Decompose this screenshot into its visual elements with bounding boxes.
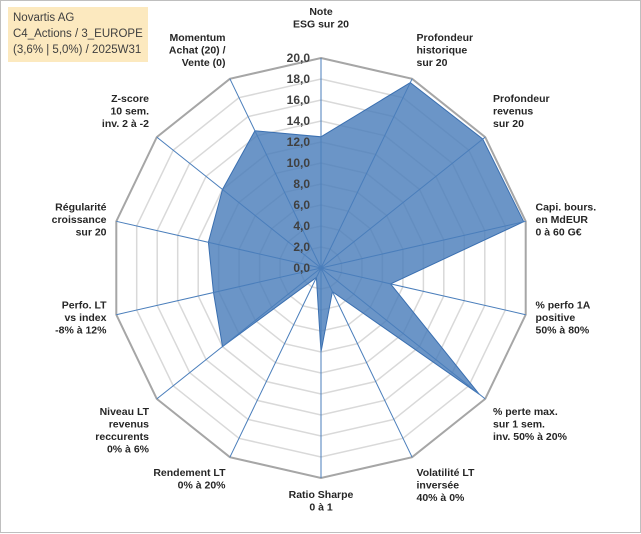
- axis-label-line: 10 sem.: [110, 105, 149, 117]
- axis-label-line: inv. 50% à 20%: [493, 431, 568, 443]
- axis-label-line: Volatilité LT: [417, 467, 476, 479]
- axis-label: Niveau LT revenus reccurents 0% à 6%: [95, 406, 149, 456]
- axis-label-line: Perfo. LT: [62, 300, 107, 312]
- axis-label-line: Niveau LT: [100, 406, 150, 418]
- axis-label-line: sur 20: [76, 227, 107, 239]
- axis-label-line: Z-score: [111, 93, 149, 105]
- tick-label: 6,0: [293, 198, 310, 212]
- info-period: (3,6% | 5,0%) / 2025W31: [13, 44, 142, 56]
- axis-label-line: Régularité: [55, 202, 107, 214]
- axis-label-line: inv. 2 à -2: [102, 118, 149, 130]
- tick-label: 8,0: [293, 177, 310, 191]
- axis-label-line: % perfo 1A: [536, 300, 591, 312]
- axis-label: Volatilité LT inversée 40% à 0%: [417, 467, 476, 504]
- axis-label-line: sur 20: [493, 118, 524, 130]
- axis-label-line: Achat (20) /: [169, 44, 226, 56]
- axis-label-line: ESG sur 20: [293, 19, 349, 31]
- axis-spoke: [320, 267, 526, 316]
- axis-label: Momentum Achat (20) / Vente (0): [169, 32, 226, 69]
- axis-label-line: sur 20: [417, 57, 448, 69]
- axis-label: Note ESG sur 20: [293, 6, 349, 31]
- axis-label: Profondeur historique sur 20: [417, 32, 474, 69]
- axis-label-line: Vente (0): [182, 57, 226, 69]
- axis-label-line: Rendement LT: [153, 467, 226, 479]
- info-category: C4_Actions / 3_EUROPE: [13, 28, 143, 40]
- tick-label: 0,0: [293, 261, 310, 275]
- tick-label: 12,0: [287, 135, 311, 149]
- axis-label: Perfo. LT vs index -8% à 12%: [55, 300, 107, 337]
- axis-spoke: [116, 267, 322, 316]
- axis-label-line: Ratio Sharpe: [289, 489, 354, 501]
- axis-label-line: -8% à 12%: [55, 325, 107, 337]
- axis-spoke: [320, 136, 486, 269]
- axis-label-line: Profondeur: [417, 32, 474, 44]
- axis-label-line: vs index: [64, 312, 106, 324]
- axis-label-line: 50% à 80%: [536, 325, 590, 337]
- tick-label: 14,0: [287, 114, 311, 128]
- axis-label-line: 0 à 60 G€: [536, 227, 582, 239]
- axis-label: Rendement LT 0% à 20%: [153, 467, 226, 492]
- tick-label: 10,0: [287, 156, 311, 170]
- axis-label-line: croissance: [52, 214, 107, 226]
- axis-spoke: [156, 136, 322, 269]
- axis-label-line: Profondeur: [493, 93, 550, 105]
- tick-label: 18,0: [287, 72, 311, 86]
- axis-label-line: % perte max.: [493, 406, 558, 418]
- axis-spoke: [320, 78, 413, 269]
- axis-label-line: reccurents: [95, 431, 149, 443]
- axis-label-line: 0% à 6%: [107, 444, 150, 456]
- axis-label: Ratio Sharpe 0 à 1: [289, 489, 354, 514]
- tick-label: 2,0: [293, 240, 310, 254]
- tick-label: 4,0: [293, 219, 310, 233]
- axis-spoke: [116, 220, 322, 269]
- axis-label: % perte max. sur 1 sem. inv. 50% à 20%: [493, 406, 568, 443]
- axis-label-line: Note: [309, 6, 332, 18]
- axis-spoke: [156, 267, 322, 400]
- axis-label-line: revenus: [109, 419, 149, 431]
- axis-label-line: revenus: [493, 105, 533, 117]
- axis-label-line: 0 à 1: [309, 502, 333, 514]
- axis-label: Profondeur revenus sur 20: [493, 93, 550, 130]
- axis-label: Régularité croissance sur 20: [52, 202, 107, 239]
- axis-spoke: [320, 267, 413, 458]
- axis-label-line: Momentum: [170, 32, 226, 44]
- info-company: Novartis AG: [13, 12, 75, 24]
- axis-label-line: Capi. bours.: [536, 202, 597, 214]
- axis-label-line: 0% à 20%: [178, 480, 227, 492]
- axis-label: % perfo 1A positive 50% à 80%: [536, 300, 591, 337]
- axis-label-line: 40% à 0%: [417, 492, 466, 504]
- axis-label-line: en MdEUR: [536, 214, 589, 226]
- axis-label-line: positive: [536, 312, 576, 324]
- axis-label: Capi. bours. en MdEUR 0 à 60 G€: [536, 202, 597, 239]
- axis-label: Z-score 10 sem. inv. 2 à -2: [102, 93, 149, 130]
- tick-label: 16,0: [287, 93, 311, 107]
- tick-label: 20,0: [287, 51, 311, 65]
- info-box: Novartis AG C4_Actions / 3_EUROPE (3,6% …: [8, 7, 148, 62]
- axis-label-line: sur 1 sem.: [493, 419, 545, 431]
- axis-spoke: [320, 220, 526, 269]
- axis-spoke: [229, 267, 322, 458]
- axis-spoke: [229, 78, 322, 269]
- axis-label-line: historique: [417, 44, 468, 56]
- axis-spoke: [320, 267, 486, 400]
- axis-label-line: inversée: [417, 480, 460, 492]
